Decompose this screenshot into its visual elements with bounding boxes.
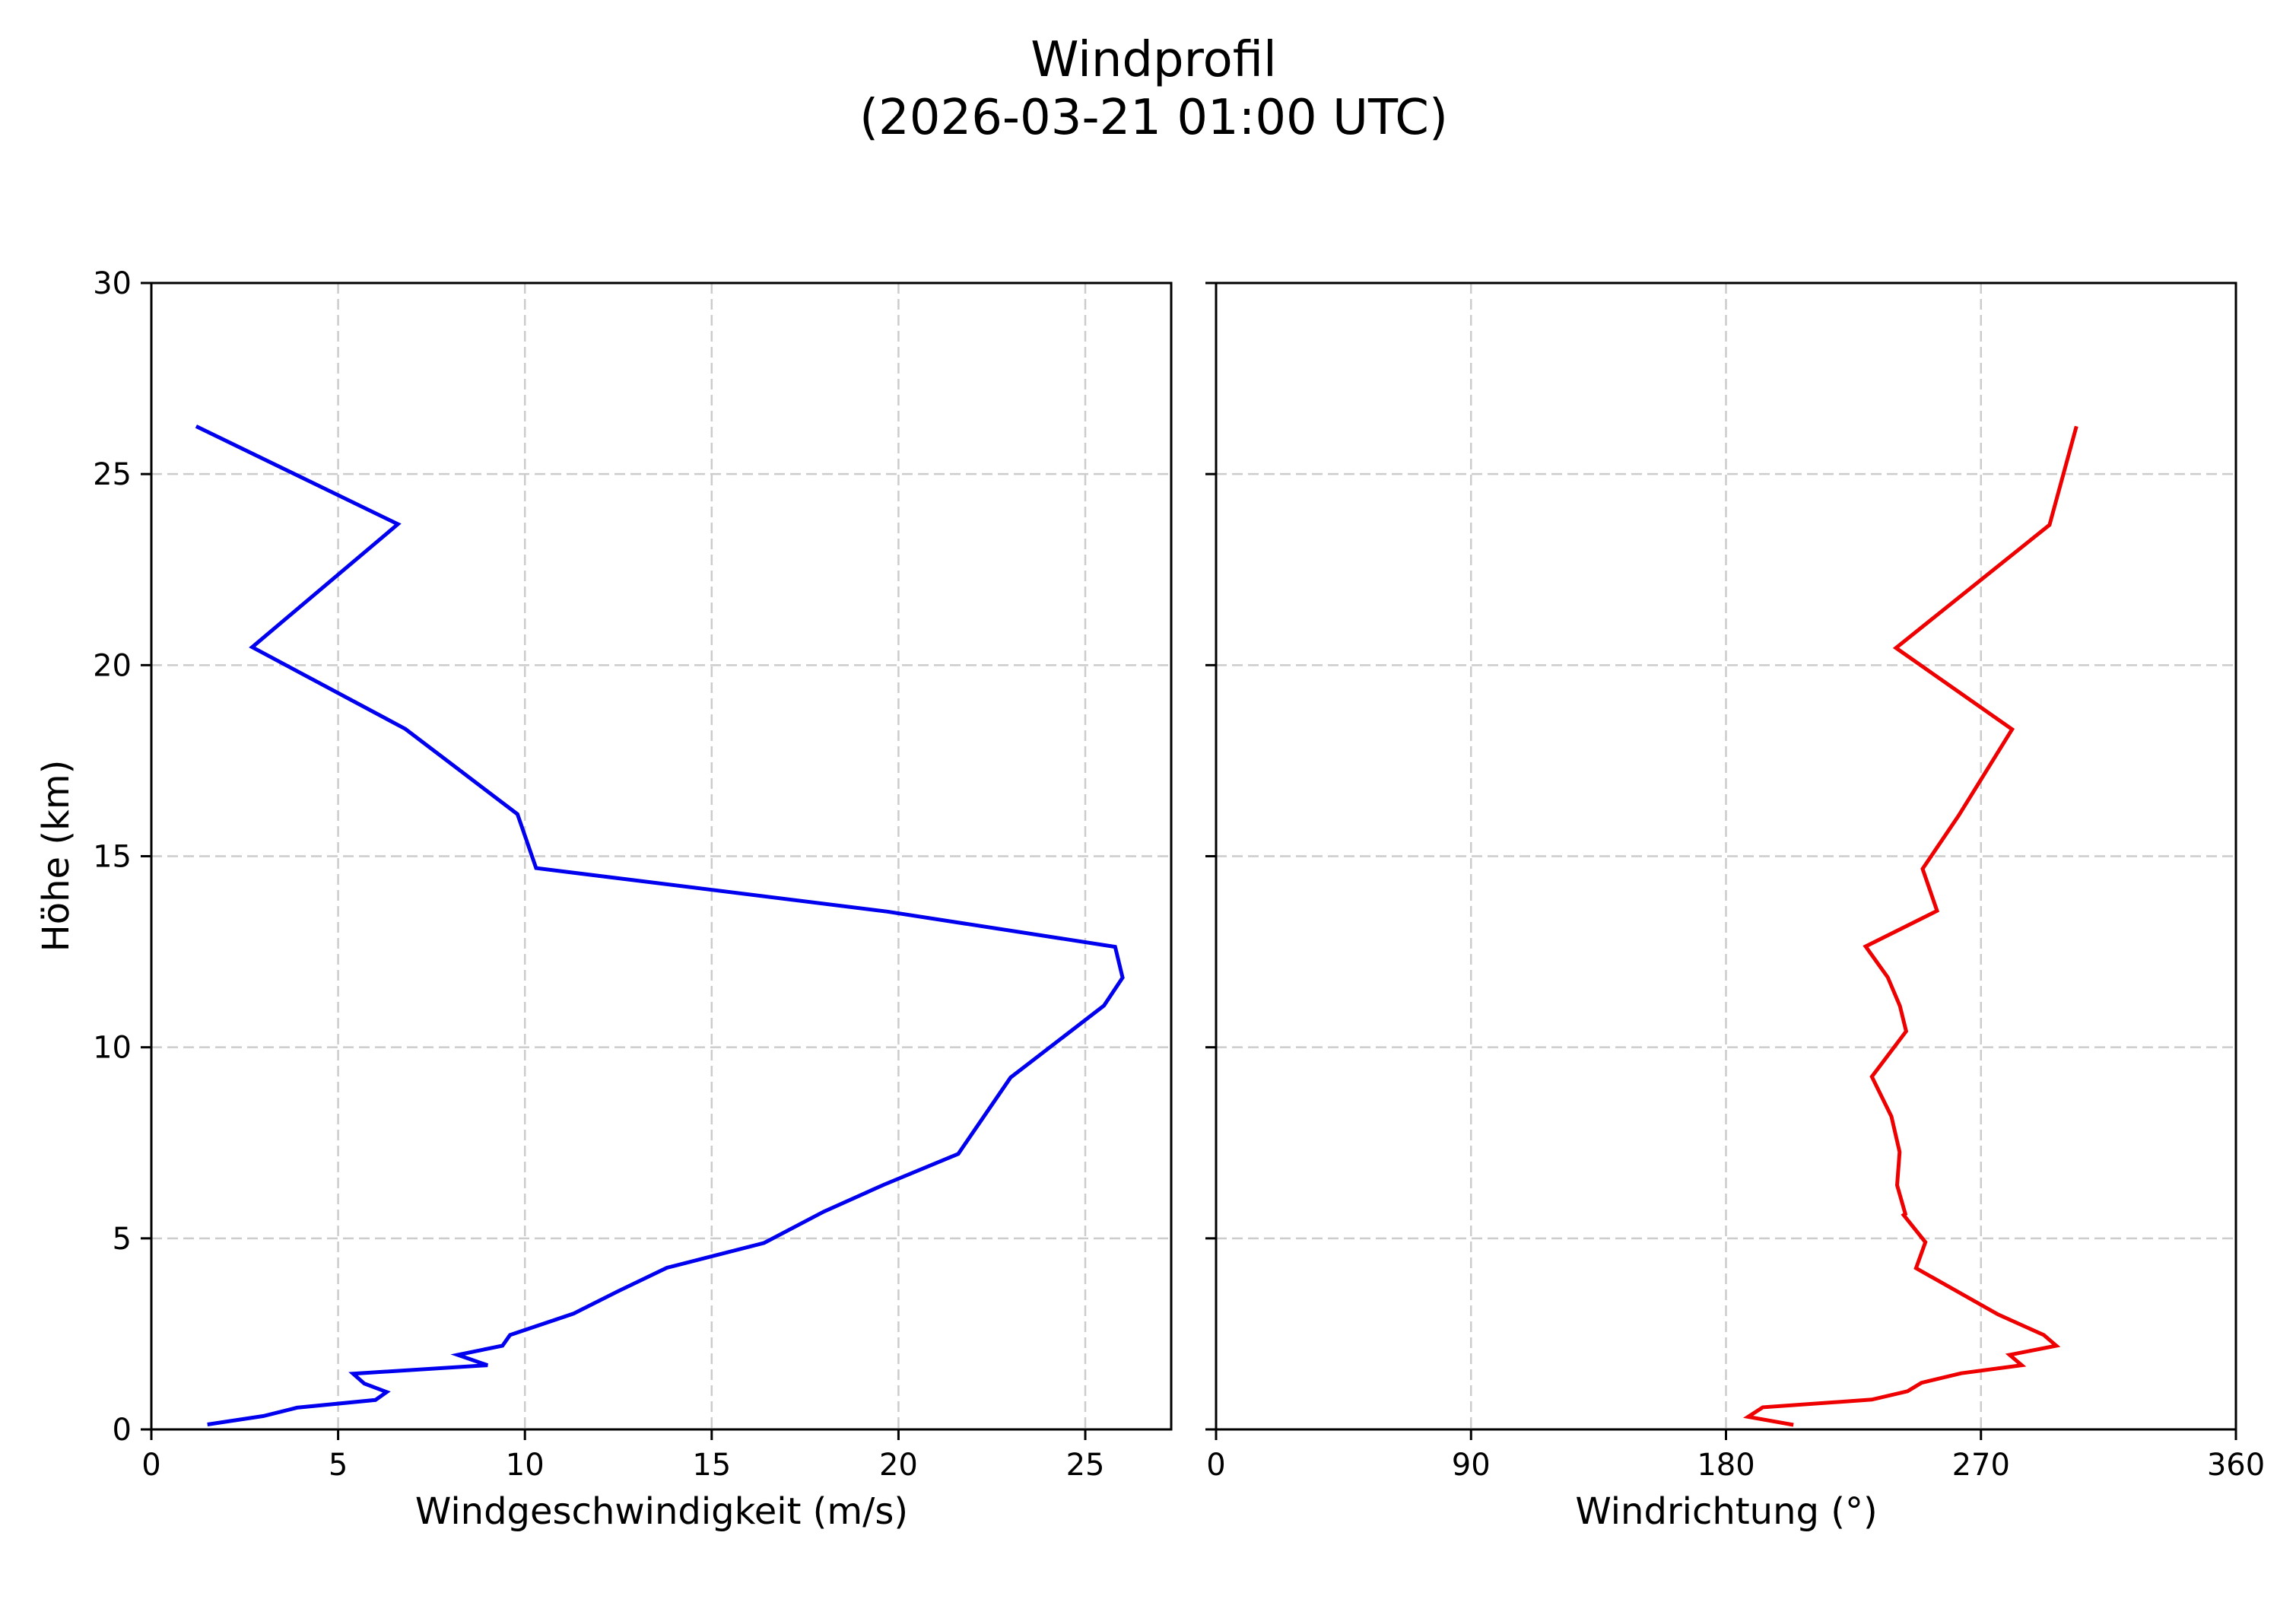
wind-direction-x-axis-label: Windrichtung (°) xyxy=(1575,1490,1877,1533)
wind-speed-x-axis-label: Windgeschwindigkeit (m/s) xyxy=(415,1490,908,1533)
y-tick-label: 15 xyxy=(93,840,132,875)
x-tick-label: 90 xyxy=(1452,1448,1491,1483)
y-tick-label: 25 xyxy=(93,457,132,492)
x-tick-label: 270 xyxy=(1952,1448,2010,1483)
y-tick-label: 0 xyxy=(113,1413,132,1448)
x-tick-label: 15 xyxy=(692,1448,731,1483)
y-tick-label: 10 xyxy=(93,1031,132,1066)
wind-direction-panel: 0 90 180 270 360 Windrichtung (°) xyxy=(1205,281,2265,1533)
x-tick-label: 180 xyxy=(1697,1448,1755,1483)
x-tick-label: 10 xyxy=(506,1448,545,1483)
y-tick-label: 5 xyxy=(113,1222,132,1257)
x-tick-label: 0 xyxy=(141,1448,160,1483)
y-tick-label: 30 xyxy=(93,266,132,301)
x-tick-label: 0 xyxy=(1206,1448,1225,1483)
height-y-axis-label: Höhe (km) xyxy=(35,760,78,952)
chart-title-line2: (2026-03-21 01:00 UTC) xyxy=(859,90,1448,146)
x-tick-label: 360 xyxy=(2207,1448,2265,1483)
wind-speed-ticks: 0 5 10 15 20 25 0 5 10 15 20 25 30 xyxy=(93,266,1104,1483)
wind-speed-gridlines xyxy=(150,283,1171,1429)
x-tick-label: 25 xyxy=(1066,1448,1105,1483)
wind-speed-panel: 0 5 10 15 20 25 0 5 10 15 20 25 30 Windgeschwindigke… xyxy=(35,266,1173,1533)
y-tick-label: 20 xyxy=(93,648,132,683)
chart-title-line1: Windprofil xyxy=(1031,32,1277,88)
wind-direction-gridlines xyxy=(1215,283,2237,1429)
wind-direction-line xyxy=(1742,425,2078,1427)
x-tick-label: 5 xyxy=(329,1448,348,1483)
x-tick-label: 20 xyxy=(879,1448,918,1483)
wind-speed-line xyxy=(195,424,1125,1426)
wind-direction-ticks: 0 90 180 270 360 xyxy=(1205,281,2265,1483)
